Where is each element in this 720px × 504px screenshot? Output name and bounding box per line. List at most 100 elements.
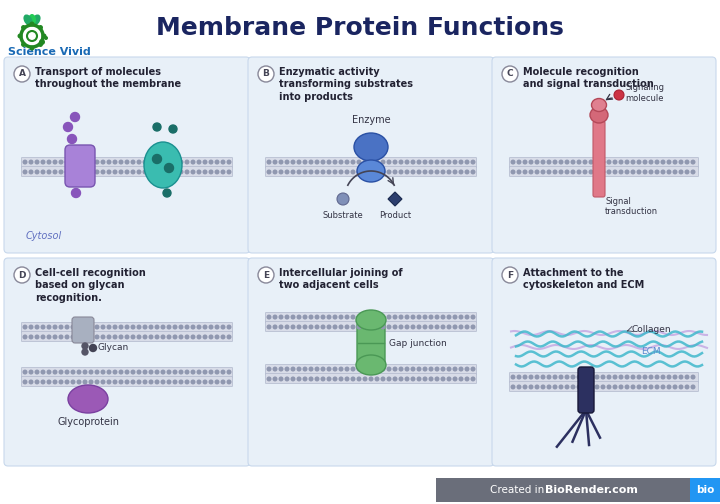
Circle shape bbox=[375, 367, 379, 371]
Circle shape bbox=[393, 325, 397, 329]
Circle shape bbox=[517, 170, 521, 174]
Circle shape bbox=[685, 160, 689, 164]
Circle shape bbox=[66, 160, 69, 164]
Circle shape bbox=[613, 160, 617, 164]
Circle shape bbox=[309, 170, 312, 174]
Circle shape bbox=[143, 335, 147, 339]
Circle shape bbox=[161, 160, 165, 164]
Circle shape bbox=[30, 160, 33, 164]
Circle shape bbox=[517, 160, 521, 164]
Circle shape bbox=[174, 325, 177, 329]
Circle shape bbox=[465, 367, 469, 371]
Circle shape bbox=[595, 385, 599, 389]
Circle shape bbox=[595, 375, 599, 379]
Circle shape bbox=[59, 160, 63, 164]
Circle shape bbox=[107, 380, 111, 384]
Circle shape bbox=[95, 325, 99, 329]
FancyBboxPatch shape bbox=[593, 121, 605, 197]
Circle shape bbox=[679, 385, 683, 389]
Circle shape bbox=[661, 160, 665, 164]
Circle shape bbox=[315, 170, 319, 174]
Circle shape bbox=[185, 380, 189, 384]
Circle shape bbox=[625, 375, 629, 379]
Text: Gap junction: Gap junction bbox=[389, 339, 446, 347]
FancyBboxPatch shape bbox=[72, 317, 94, 343]
Circle shape bbox=[459, 160, 463, 164]
Circle shape bbox=[221, 370, 225, 374]
Ellipse shape bbox=[32, 15, 40, 26]
Circle shape bbox=[44, 36, 48, 40]
Circle shape bbox=[643, 385, 647, 389]
Circle shape bbox=[369, 377, 373, 381]
Circle shape bbox=[393, 377, 397, 381]
Circle shape bbox=[547, 375, 551, 379]
Circle shape bbox=[143, 370, 147, 374]
Circle shape bbox=[465, 325, 469, 329]
Circle shape bbox=[120, 325, 123, 329]
Circle shape bbox=[315, 160, 319, 164]
Circle shape bbox=[523, 170, 527, 174]
Circle shape bbox=[321, 377, 325, 381]
Circle shape bbox=[215, 370, 219, 374]
FancyBboxPatch shape bbox=[690, 478, 720, 502]
Circle shape bbox=[23, 170, 27, 174]
Circle shape bbox=[291, 367, 294, 371]
Circle shape bbox=[153, 155, 161, 163]
Circle shape bbox=[53, 325, 57, 329]
Circle shape bbox=[66, 170, 69, 174]
Circle shape bbox=[30, 325, 33, 329]
Circle shape bbox=[691, 170, 695, 174]
Circle shape bbox=[441, 325, 445, 329]
FancyBboxPatch shape bbox=[266, 166, 477, 176]
Circle shape bbox=[77, 370, 81, 374]
Text: Molecule recognition
and signal transduction: Molecule recognition and signal transduc… bbox=[523, 67, 654, 89]
Circle shape bbox=[279, 170, 283, 174]
Circle shape bbox=[357, 325, 361, 329]
Ellipse shape bbox=[24, 15, 32, 26]
Circle shape bbox=[345, 315, 348, 319]
Circle shape bbox=[673, 375, 677, 379]
Circle shape bbox=[435, 367, 438, 371]
Circle shape bbox=[375, 325, 379, 329]
Circle shape bbox=[297, 160, 301, 164]
Ellipse shape bbox=[144, 142, 182, 188]
Circle shape bbox=[167, 335, 171, 339]
Circle shape bbox=[333, 367, 337, 371]
Circle shape bbox=[71, 188, 81, 198]
Circle shape bbox=[303, 325, 307, 329]
Circle shape bbox=[649, 385, 653, 389]
Circle shape bbox=[405, 325, 409, 329]
Circle shape bbox=[84, 160, 87, 164]
Circle shape bbox=[203, 160, 207, 164]
Text: C: C bbox=[507, 70, 513, 79]
Circle shape bbox=[435, 315, 438, 319]
Circle shape bbox=[89, 325, 93, 329]
Circle shape bbox=[82, 349, 88, 355]
Circle shape bbox=[35, 380, 39, 384]
Circle shape bbox=[179, 160, 183, 164]
Circle shape bbox=[399, 367, 402, 371]
Circle shape bbox=[192, 335, 195, 339]
Circle shape bbox=[553, 170, 557, 174]
Circle shape bbox=[471, 325, 474, 329]
Circle shape bbox=[161, 170, 165, 174]
Circle shape bbox=[541, 160, 545, 164]
Circle shape bbox=[41, 335, 45, 339]
Circle shape bbox=[192, 380, 195, 384]
Circle shape bbox=[411, 377, 415, 381]
Circle shape bbox=[113, 160, 117, 164]
Circle shape bbox=[179, 325, 183, 329]
Circle shape bbox=[77, 160, 81, 164]
Circle shape bbox=[393, 170, 397, 174]
Circle shape bbox=[59, 380, 63, 384]
Circle shape bbox=[156, 170, 159, 174]
Circle shape bbox=[77, 380, 81, 384]
Circle shape bbox=[363, 160, 366, 164]
Circle shape bbox=[417, 170, 420, 174]
Circle shape bbox=[535, 385, 539, 389]
Circle shape bbox=[661, 375, 665, 379]
Circle shape bbox=[529, 160, 533, 164]
Circle shape bbox=[541, 375, 545, 379]
FancyBboxPatch shape bbox=[65, 145, 95, 187]
Circle shape bbox=[258, 267, 274, 283]
